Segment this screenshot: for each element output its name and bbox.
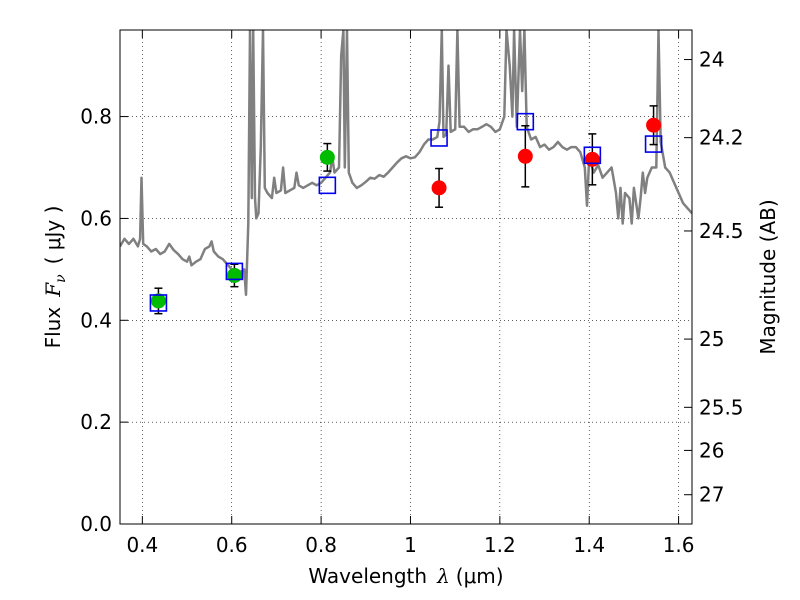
model-point	[644, 135, 663, 153]
y-axis-label-prefix: Flux	[41, 307, 65, 349]
model-point	[318, 176, 337, 195]
y-tick-label: 0.6	[80, 206, 112, 230]
x-tick-label: 1.2	[484, 533, 516, 557]
x-axis-symbol: λ	[436, 564, 450, 588]
model-point	[516, 112, 535, 131]
x-tick-label: 0.6	[216, 533, 248, 557]
y-axis-symbol: F	[41, 282, 65, 298]
series-group	[120, 30, 692, 315]
axis-ticks: 0.4 0.6 0.8 1 1.2 1.4 1.6 0.0 0.2 0.4 0.6 0.8 24 24.2…	[80, 30, 744, 557]
y-tick-label: 0.2	[80, 410, 112, 434]
x-tick-label: 1.4	[573, 533, 605, 557]
y-axis-unit: ( μJy )	[41, 206, 65, 265]
y2-tick-label: 24	[699, 48, 724, 72]
plot-area	[120, 30, 692, 315]
plot-frame	[119, 29, 693, 525]
x-axis-unit: (μm)	[456, 564, 504, 588]
y2-axis-label: Magnitude (AB)	[756, 199, 780, 354]
spectrum-line	[120, 30, 692, 297]
y-tick-label: 0.4	[80, 308, 112, 332]
y2-tick-label: 24.2	[699, 126, 744, 150]
y2-tick-label: 25.5	[699, 395, 744, 419]
y2-tick-label: 25	[699, 327, 724, 351]
data-point	[431, 180, 447, 196]
plot-background	[120, 30, 692, 524]
data-point	[319, 149, 335, 165]
data-point	[584, 151, 600, 167]
model-point	[583, 146, 602, 165]
data-point	[517, 148, 533, 164]
y2-tick-label: 24.5	[699, 219, 744, 243]
x-axis-label: Wavelength λ (μm)	[308, 564, 503, 588]
x-axis-label-prefix: Wavelength	[308, 564, 427, 588]
y-tick-label: 0.0	[80, 512, 112, 536]
data-point	[150, 293, 166, 309]
y-axis-subscript: ν	[53, 274, 69, 283]
x-tick-label: 0.4	[126, 533, 158, 557]
x-tick-label: 1	[404, 533, 417, 557]
y-axis-label: Flux Fν ( μJy )	[41, 206, 69, 349]
x-tick-label: 0.8	[305, 533, 337, 557]
y2-tick-label: 26	[699, 438, 724, 462]
x-tick-label: 1.6	[663, 533, 695, 557]
y-tick-label: 0.8	[80, 105, 112, 129]
y2-tick-label: 27	[699, 483, 724, 507]
model-point	[225, 262, 244, 281]
data-point	[226, 267, 242, 283]
model-point	[149, 294, 168, 312]
model-point	[430, 129, 448, 147]
data-point	[646, 117, 662, 133]
